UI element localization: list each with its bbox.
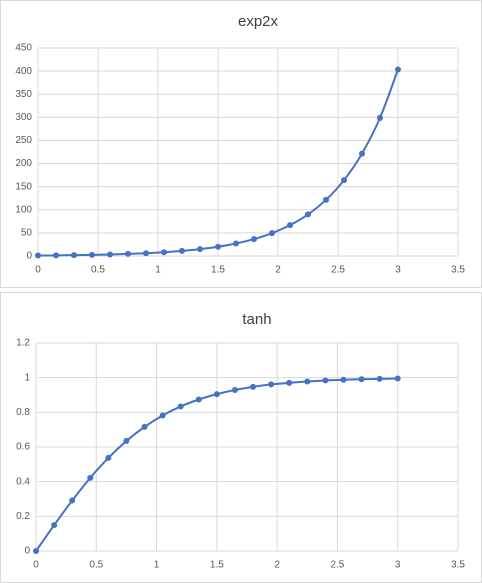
data-point	[69, 497, 76, 504]
x-tick-label: 1.5	[210, 560, 224, 571]
chart-title: tanh	[242, 311, 271, 328]
data-point	[195, 396, 202, 403]
y-tick-label: 150	[15, 181, 32, 192]
data-point	[286, 379, 293, 386]
chart-panel	[0, 292, 482, 583]
x-tick-label: 3	[395, 560, 401, 571]
y-tick-label: 0	[24, 546, 30, 557]
data-point	[359, 150, 365, 157]
y-tick-label: 0.2	[16, 511, 30, 522]
chart-panel	[0, 0, 482, 288]
data-point	[268, 381, 275, 388]
y-tick-label: 250	[15, 135, 32, 146]
data-point	[323, 196, 329, 203]
y-tick-label: 0	[26, 251, 32, 262]
data-point	[341, 177, 347, 184]
data-point	[51, 522, 58, 529]
y-tick-label: 0.8	[16, 407, 30, 418]
y-tick-label: 350	[15, 89, 32, 100]
x-tick-label: 3.5	[451, 265, 465, 276]
x-tick-label: 3	[395, 265, 401, 276]
y-tick-label: 50	[21, 228, 33, 239]
y-tick-label: 200	[15, 158, 32, 169]
data-point	[161, 249, 167, 256]
chart-title: exp2x	[238, 13, 279, 30]
data-point	[250, 383, 257, 390]
data-point	[251, 236, 257, 243]
x-tick-label: 2	[275, 265, 281, 276]
y-tick-label: 100	[15, 204, 32, 215]
data-point	[143, 250, 149, 257]
x-tick-label: 2	[274, 560, 280, 571]
data-point	[105, 454, 112, 461]
data-point	[197, 246, 203, 253]
data-point	[287, 222, 293, 229]
x-tick-label: 0	[33, 560, 39, 571]
data-point	[358, 376, 365, 383]
data-point	[304, 378, 311, 385]
y-tick-label: 0.6	[16, 442, 30, 453]
data-point	[123, 437, 130, 444]
data-point	[394, 375, 401, 382]
x-tick-label: 3.5	[451, 560, 465, 571]
x-tick-label: 0.5	[89, 560, 103, 571]
y-tick-label: 1.2	[16, 338, 30, 349]
y-tick-label: 300	[15, 112, 32, 123]
data-point	[35, 252, 41, 259]
data-point	[305, 211, 311, 218]
data-point	[215, 243, 221, 250]
data-point	[395, 66, 401, 73]
data-point	[125, 250, 131, 257]
y-tick-label: 0.4	[16, 476, 30, 487]
x-tick-label: 2.5	[331, 265, 345, 276]
data-point	[159, 412, 166, 419]
data-point	[141, 423, 148, 430]
y-tick-label: 450	[15, 43, 32, 54]
data-point	[33, 548, 39, 554]
data-point	[53, 252, 59, 259]
data-point	[269, 230, 275, 237]
data-point	[179, 247, 185, 254]
x-tick-label: 2.5	[330, 560, 344, 571]
data-point	[231, 386, 238, 393]
data-point	[107, 251, 113, 258]
y-tick-label: 1	[24, 372, 30, 383]
x-tick-label: 0	[35, 265, 41, 276]
data-point	[233, 240, 239, 247]
y-tick-label: 400	[15, 66, 32, 77]
data-point	[87, 474, 94, 481]
data-point	[177, 403, 184, 410]
data-point	[322, 377, 329, 384]
x-tick-label: 1	[154, 560, 160, 571]
x-tick-label: 1.5	[211, 265, 225, 276]
data-point	[89, 251, 95, 258]
x-tick-label: 0.5	[91, 265, 105, 276]
data-point	[377, 114, 383, 121]
data-point	[376, 375, 383, 382]
data-point	[71, 252, 77, 259]
data-point	[213, 391, 220, 398]
x-tick-label: 1	[155, 265, 161, 276]
data-point	[340, 376, 347, 383]
